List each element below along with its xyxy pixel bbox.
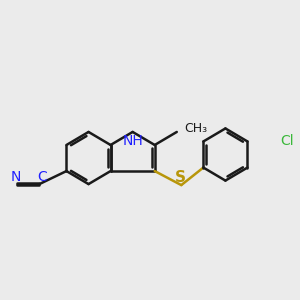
Text: Cl: Cl [280, 134, 294, 148]
Text: S: S [175, 170, 185, 185]
Text: N: N [11, 170, 21, 184]
Text: CH₃: CH₃ [184, 122, 207, 135]
Text: NH: NH [122, 134, 143, 148]
Text: C: C [37, 170, 47, 184]
